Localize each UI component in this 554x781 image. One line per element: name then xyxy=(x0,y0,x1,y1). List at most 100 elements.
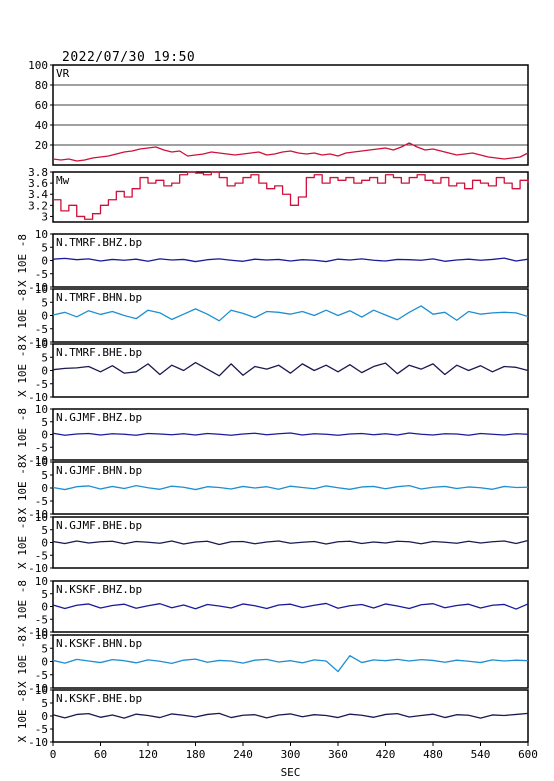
series-line xyxy=(52,602,529,610)
y-tick-label: 3 xyxy=(41,210,48,223)
panel-vr: 100 80 60 40 20 VR xyxy=(28,59,529,166)
y-tick-label: 10 xyxy=(35,575,48,588)
y-axis-label: X 10E -8 xyxy=(16,289,29,342)
y-axis-label: X 10E -8 xyxy=(16,462,29,515)
series-line xyxy=(52,432,529,436)
series-label: N.TMRF.BHN.bp xyxy=(56,291,142,304)
y-tick-label: 10 xyxy=(35,403,48,416)
y-tick-label: 0 xyxy=(41,255,48,268)
series-label: N.TMRF.BHE.bp xyxy=(56,346,142,359)
series-line xyxy=(52,712,529,719)
y-tick-label: 0 xyxy=(41,537,48,550)
y-tick-label: -10 xyxy=(28,336,48,349)
panel-mw: 3.83.63.43.23 Mw xyxy=(28,166,529,223)
series-line xyxy=(52,655,529,673)
y-tick-label: 10 xyxy=(35,629,48,642)
y-tick-label: -5 xyxy=(35,549,48,562)
series-line xyxy=(52,539,529,546)
y-tick-label: 0 xyxy=(41,482,48,495)
panel-frame xyxy=(52,461,529,515)
y-tick-label: 5 xyxy=(41,697,48,710)
y-axis-label: X 10E -8 xyxy=(16,690,29,743)
y-tick-label: -10 xyxy=(28,391,48,404)
y-tick-label: 0 xyxy=(41,365,48,378)
y-tick-label: -5 xyxy=(35,378,48,391)
x-tick-label: 480 xyxy=(423,748,443,761)
series-label: VR xyxy=(56,67,70,80)
series-line xyxy=(52,305,529,322)
y-tick-label: -10 xyxy=(28,454,48,467)
y-tick-label: 10 xyxy=(35,511,48,524)
y-tick-label: 60 xyxy=(35,99,48,112)
series-label: N.TMRF.BHZ.bp xyxy=(56,236,142,249)
y-tick-label: 3.8 xyxy=(28,166,48,179)
y-axis-label: X 10E -8 xyxy=(16,580,29,633)
y-tick-label: 100 xyxy=(28,59,48,72)
y-tick-label: -5 xyxy=(35,268,48,281)
y-axis-label: X 10E -8 xyxy=(16,516,29,569)
x-tick-label: 300 xyxy=(281,748,301,761)
y-tick-label: 5 xyxy=(41,588,48,601)
series-label: N.GJMF.BHN.bp xyxy=(56,464,142,477)
y-tick-label: -10 xyxy=(28,562,48,575)
x-tick-label: 420 xyxy=(376,748,396,761)
y-tick-label: 5 xyxy=(41,524,48,537)
y-tick-label: 5 xyxy=(41,351,48,364)
y-tick-label: 20 xyxy=(35,139,48,152)
y-tick-label: 0 xyxy=(41,710,48,723)
series-line xyxy=(52,485,529,491)
x-tick-label: 120 xyxy=(138,748,158,761)
x-axis-label: SEC xyxy=(281,766,301,779)
y-tick-label: 10 xyxy=(35,684,48,697)
y-tick-label: -10 xyxy=(28,281,48,294)
y-tick-label: 40 xyxy=(35,119,48,132)
y-tick-label: 5 xyxy=(41,416,48,429)
y-tick-label: 10 xyxy=(35,228,48,241)
y-tick-label: 3.4 xyxy=(28,188,48,201)
x-tick-label: 540 xyxy=(471,748,491,761)
series-line xyxy=(52,361,529,377)
y-tick-label: -10 xyxy=(28,508,48,521)
y-tick-label: 3.2 xyxy=(28,199,48,212)
y-tick-label: -5 xyxy=(35,441,48,454)
series-line xyxy=(52,257,529,263)
series-label: N.KSKF.BHZ.bp xyxy=(56,583,142,596)
y-axis-label: X 10E -8 xyxy=(16,635,29,688)
series-label: N.GJMF.BHZ.bp xyxy=(56,411,142,424)
y-tick-label: 3.6 xyxy=(28,177,48,190)
y-tick-label: 5 xyxy=(41,241,48,254)
y-axis-label: X 10E -8 xyxy=(16,408,29,461)
y-tick-label: 0 xyxy=(41,656,48,669)
y-axis-label: X 10E -8 xyxy=(16,344,29,397)
panel-frame xyxy=(52,64,529,166)
x-tick-label: 600 xyxy=(518,748,538,761)
series-label: N.KSKF.BHN.bp xyxy=(56,637,142,650)
x-tick-label: 60 xyxy=(94,748,107,761)
y-tick-label: 0 xyxy=(41,601,48,614)
y-tick-label: -5 xyxy=(35,495,48,508)
x-axis: 0 60 120 180 240 300 360 420 480 540 600 SEC xyxy=(50,742,538,779)
series-line xyxy=(52,142,529,162)
y-tick-label: -10 xyxy=(28,736,48,749)
y-tick-label: 0 xyxy=(41,429,48,442)
y-axis-label: X 10E -8 xyxy=(16,234,29,287)
x-tick-label: 0 xyxy=(50,748,57,761)
x-tick-label: 360 xyxy=(328,748,348,761)
y-tick-label: 10 xyxy=(35,456,48,469)
y-tick-label: -5 xyxy=(35,613,48,626)
y-tick-label: 5 xyxy=(41,296,48,309)
series-label: N.GJMF.BHE.bp xyxy=(56,519,142,532)
page-title: 2022/07/30 19:50 xyxy=(62,50,196,65)
y-tick-label: 10 xyxy=(35,338,48,351)
series-label: Mw xyxy=(56,174,70,187)
y-tick-label: -5 xyxy=(35,323,48,336)
